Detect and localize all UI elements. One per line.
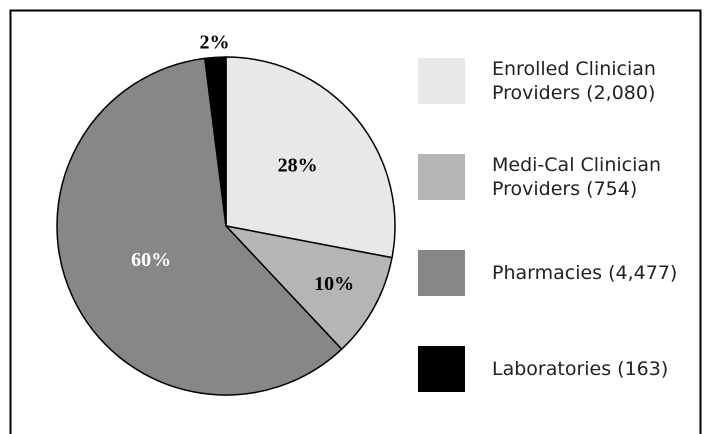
pie-slice — [225, 56, 396, 259]
slice-label: 10% — [314, 273, 354, 295]
legend-label: Medi-Cal Clinician Providers (754) — [492, 154, 662, 200]
legend-label: Laboratories (163) — [492, 358, 669, 380]
pie-slice — [56, 57, 343, 396]
legend-label: Enrolled Clinician Providers (2,080) — [492, 58, 656, 104]
legend-swatch — [418, 346, 465, 392]
legend-swatch — [418, 58, 465, 104]
pie-slice — [203, 56, 227, 227]
pie-slice — [223, 224, 393, 351]
legend-label: Pharmacies (4,477) — [492, 262, 678, 284]
slice-label: 2% — [200, 31, 230, 53]
legend-swatch — [418, 250, 465, 296]
frame — [9, 9, 702, 434]
slice-label: 60% — [131, 249, 171, 271]
slice-label: 28% — [278, 154, 318, 176]
legend-swatch — [418, 154, 465, 200]
